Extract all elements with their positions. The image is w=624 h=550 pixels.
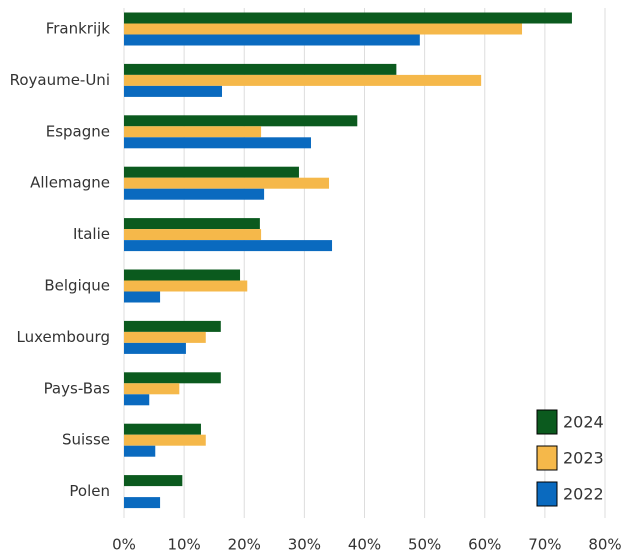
bar <box>124 177 330 189</box>
bar <box>124 331 206 343</box>
x-tick-label: 10% <box>167 536 200 550</box>
bar <box>124 291 161 303</box>
x-tick-label: 20% <box>228 536 261 550</box>
y-tick-label: Italie <box>73 225 110 243</box>
bar <box>124 23 523 35</box>
legend-swatch <box>536 445 558 471</box>
bar <box>124 188 265 200</box>
bar <box>124 342 186 354</box>
bar <box>124 126 262 138</box>
x-tick-label: 30% <box>288 536 321 550</box>
y-tick-label: Pays-Bas <box>44 379 111 397</box>
x-tick-label: 0% <box>112 536 136 550</box>
bar <box>124 34 420 46</box>
legend-swatch <box>536 409 558 435</box>
x-tick-label: 60% <box>468 536 501 550</box>
bar <box>124 137 311 149</box>
bar <box>124 423 201 435</box>
bar <box>124 74 482 86</box>
bar <box>124 115 358 127</box>
y-tick-label: Polen <box>69 482 110 500</box>
bar <box>124 394 150 406</box>
legend-label: 2022 <box>563 485 604 504</box>
bar <box>124 383 180 395</box>
x-tick-label: 40% <box>348 536 381 550</box>
bar <box>124 497 161 509</box>
bar <box>124 372 221 384</box>
bar <box>124 85 223 97</box>
y-tick-label: Royaume-Uni <box>10 71 110 89</box>
y-tick-label: Suisse <box>62 431 110 449</box>
y-tick-label: Allemagne <box>30 174 110 192</box>
bar <box>124 475 183 487</box>
bar <box>124 240 333 252</box>
bar <box>124 12 572 24</box>
y-tick-label: Luxembourg <box>17 328 111 346</box>
y-tick-label: Belgique <box>44 277 110 295</box>
bar <box>124 166 299 178</box>
y-tick-label: Frankrijk <box>46 20 111 38</box>
bar <box>124 63 397 75</box>
bar <box>124 229 262 241</box>
legend-label: 2024 <box>563 413 604 432</box>
bar <box>124 434 206 446</box>
legend-label: 2023 <box>563 449 604 468</box>
y-tick-label: Espagne <box>46 122 110 140</box>
bar <box>124 280 248 292</box>
x-tick-label: 70% <box>528 536 561 550</box>
legend-swatch <box>536 481 558 507</box>
bar <box>124 269 241 281</box>
bar <box>124 320 221 332</box>
x-tick-label: 50% <box>408 536 441 550</box>
bar <box>124 445 156 457</box>
bar <box>124 218 260 230</box>
x-tick-label: 80% <box>588 536 621 550</box>
